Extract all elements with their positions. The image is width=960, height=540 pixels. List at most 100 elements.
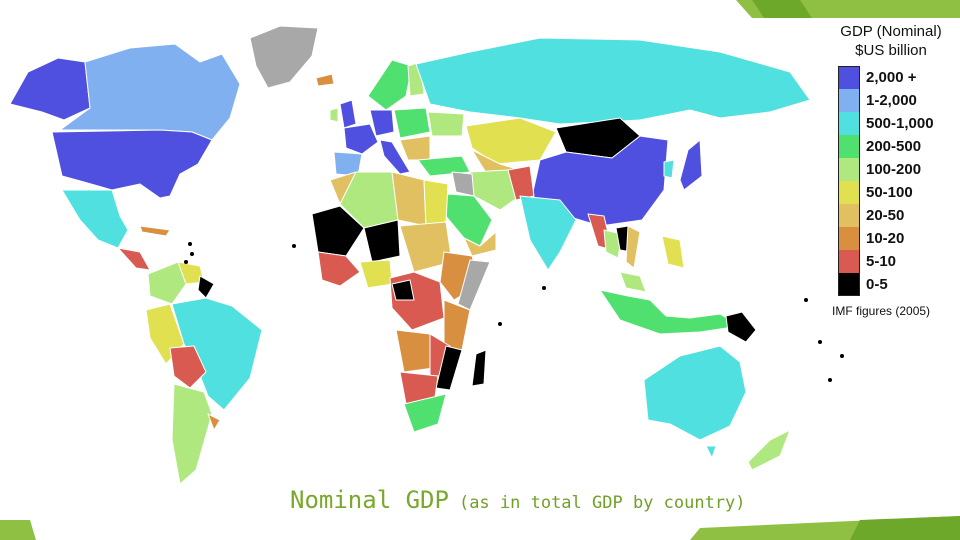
region-mexico[interactable] [61,189,129,249]
bottom-right-accent-dark [850,516,960,540]
legend-title-line1: GDP (Nominal) [840,23,942,40]
region-congo[interactable] [391,279,415,301]
region-new-zealand[interactable] [747,429,791,471]
legend-item: 10-20 [838,227,950,250]
region-cuba[interactable] [139,225,171,237]
legend-swatch [838,273,860,296]
region-vietnam[interactable] [625,225,641,269]
legend-swatch [838,89,860,112]
region-egypt[interactable] [423,179,449,227]
legend-label: 200-500 [866,138,922,155]
region-canada[interactable] [59,43,241,141]
island-dot [542,286,546,290]
region-pakistan[interactable] [507,165,535,201]
region-tasmania[interactable] [705,445,717,459]
legend-item: 100-200 [838,158,950,181]
legend-label: 2,000 + [866,69,917,86]
region-bolivia[interactable] [169,345,207,389]
region-angola[interactable] [395,329,435,373]
region-japan[interactable] [679,139,703,191]
legend-swatch [838,227,860,250]
island-dot [828,378,832,382]
legend-label: 1-2,000 [866,92,917,109]
region-iraq-syria[interactable] [451,171,475,197]
legend-swatch [838,135,860,158]
region-south-africa[interactable] [403,393,447,433]
region-malaysia[interactable] [619,271,647,293]
region-mauritania-mali[interactable] [311,205,365,257]
region-central-america[interactable] [117,247,151,271]
region-germany[interactable] [369,109,395,137]
region-eastern-europe[interactable] [393,107,431,139]
island-dot [292,244,296,248]
legend-item: 2,000 + [838,66,950,89]
legend-item: 1-2,000 [838,89,950,112]
legend-swatch [838,112,860,135]
legend-label: 50-100 [866,184,913,201]
legend-swatch [838,204,860,227]
legend-item: 5-10 [838,250,950,273]
legend-label: 0-5 [866,276,888,293]
region-indonesia[interactable] [599,289,741,335]
island-dot [818,340,822,344]
island-dot [840,354,844,358]
legend-source-note: IMF figures (2005) [832,304,931,318]
legend-swatch [838,250,860,273]
region-usa[interactable] [51,129,213,199]
region-ukraine[interactable] [427,111,465,137]
region-india[interactable] [519,195,577,271]
legend-label: 20-50 [866,207,905,224]
region-chile-argentina[interactable] [171,383,213,485]
region-australia[interactable] [643,345,747,441]
region-uruguay[interactable] [207,413,221,431]
legend-label: 5-10 [866,253,897,270]
legend-item: 200-500 [838,135,950,158]
region-madagascar[interactable] [471,349,487,387]
top-right-accent-dark [752,0,812,18]
region-france[interactable] [343,123,379,155]
legend-label: 100-200 [866,161,922,178]
region-niger-chad[interactable] [363,219,401,263]
map-legend: GDP (Nominal) $US billion 2,000 + 1-2,000… [832,22,950,318]
region-guianas[interactable] [197,275,215,299]
legend-items: 2,000 + 1-2,000 500-1,000 200-500 100-200 50-… [838,66,950,296]
legend-label: 500-1,000 [866,115,934,132]
region-philippines[interactable] [661,235,685,269]
legend-swatch [838,181,860,204]
bottom-left-accent [0,520,36,540]
legend-item: 500-1,000 [838,112,950,135]
island-dot [498,322,502,326]
region-balkans[interactable] [399,135,431,161]
legend-swatch [838,158,860,181]
island-markers [184,242,844,382]
caption-title: Nominal GDP [290,486,449,514]
region-italy[interactable] [379,139,411,175]
region-papua[interactable] [725,311,757,343]
legend-swatch [838,66,860,89]
legend-label: 10-20 [866,230,905,247]
region-colombia[interactable] [147,261,187,305]
region-uk[interactable] [339,99,357,129]
region-central-africa[interactable] [389,271,445,331]
region-mozambique[interactable] [435,345,463,391]
region-greenland[interactable] [249,25,319,89]
region-scandinavia[interactable] [367,59,413,111]
region-russia[interactable] [415,37,811,125]
region-yemen-oman[interactable] [463,231,497,257]
region-iceland[interactable] [315,73,335,87]
region-alaska[interactable] [9,57,91,121]
region-korea[interactable] [663,159,675,179]
region-ireland[interactable] [329,107,339,123]
legend-item: 0-5 [838,273,950,296]
island-dot [190,252,194,256]
slide-caption: Nominal GDP (as in total GDP by country) [290,486,746,514]
region-west-africa[interactable] [317,251,361,287]
caption-subtitle: (as in total GDP by country) [458,493,746,513]
island-dot [804,298,808,302]
legend-item: 20-50 [838,204,950,227]
legend-item: 50-100 [838,181,950,204]
region-nigeria[interactable] [359,259,393,289]
